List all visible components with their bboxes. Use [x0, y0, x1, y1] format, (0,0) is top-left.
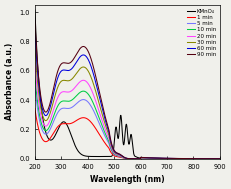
Line: 30 min: 30 min — [35, 46, 220, 159]
KMnO₄ — [219, 158, 221, 160]
Line: 60 min: 60 min — [35, 32, 220, 159]
10 min — [219, 158, 221, 160]
KMnO₄ — [112, 146, 115, 148]
90 min — [55, 76, 57, 79]
90 min — [104, 118, 107, 120]
KMnO₄ — [55, 133, 57, 135]
5 min — [139, 158, 142, 160]
60 min — [33, 30, 36, 33]
1 min — [66, 123, 68, 125]
1 min — [104, 143, 107, 145]
X-axis label: Wavelength (nm): Wavelength (nm) — [90, 175, 165, 184]
10 min — [66, 100, 68, 102]
10 min — [195, 157, 198, 160]
Line: 5 min: 5 min — [35, 86, 220, 159]
30 min — [104, 125, 107, 127]
30 min — [55, 91, 57, 94]
1 min — [112, 154, 115, 156]
5 min — [219, 158, 221, 160]
Line: 1 min: 1 min — [35, 108, 220, 159]
KMnO₄ — [66, 124, 68, 126]
Line: KMnO₄: KMnO₄ — [35, 10, 220, 159]
1 min — [33, 107, 36, 110]
60 min — [195, 157, 198, 160]
90 min — [66, 62, 68, 64]
60 min — [139, 158, 142, 160]
30 min — [112, 150, 115, 153]
5 min — [55, 115, 57, 117]
5 min — [215, 158, 218, 160]
30 min — [33, 45, 36, 47]
60 min — [55, 82, 57, 85]
90 min — [219, 158, 221, 160]
90 min — [33, 20, 36, 22]
20 min — [219, 158, 221, 160]
90 min — [112, 149, 115, 151]
10 min — [104, 134, 107, 136]
5 min — [66, 107, 68, 110]
20 min — [66, 91, 68, 93]
5 min — [195, 158, 198, 160]
KMnO₄ — [104, 155, 107, 158]
30 min — [215, 158, 218, 160]
Legend: KMnO₄, 1 min, 5 min, 10 min, 20 min, 30 min, 60 min, 90 min: KMnO₄, 1 min, 5 min, 10 min, 20 min, 30 … — [186, 8, 217, 58]
1 min — [219, 158, 221, 160]
90 min — [195, 157, 198, 160]
90 min — [215, 158, 218, 160]
5 min — [104, 137, 107, 139]
5 min — [112, 153, 115, 155]
30 min — [195, 157, 198, 160]
1 min — [55, 128, 57, 130]
30 min — [66, 80, 68, 82]
20 min — [195, 157, 198, 160]
1 min — [215, 158, 218, 160]
10 min — [33, 75, 36, 77]
60 min — [219, 158, 221, 160]
10 min — [55, 109, 57, 111]
20 min — [112, 151, 115, 154]
60 min — [215, 158, 218, 160]
60 min — [66, 69, 68, 72]
60 min — [112, 149, 115, 152]
5 min — [33, 85, 36, 87]
20 min — [33, 61, 36, 64]
10 min — [215, 158, 218, 160]
1 min — [139, 158, 142, 160]
20 min — [104, 130, 107, 132]
Line: 90 min: 90 min — [35, 21, 220, 159]
1 min — [195, 158, 198, 160]
10 min — [112, 152, 115, 154]
20 min — [215, 158, 218, 160]
20 min — [55, 101, 57, 103]
30 min — [139, 158, 142, 160]
20 min — [139, 158, 142, 160]
KMnO₄ — [215, 158, 218, 160]
Y-axis label: Absorbance (a.u.): Absorbance (a.u.) — [5, 43, 14, 120]
10 min — [139, 158, 142, 160]
KMnO₄ — [33, 9, 36, 11]
KMnO₄ — [195, 158, 198, 160]
Line: 20 min: 20 min — [35, 63, 220, 159]
90 min — [139, 158, 142, 160]
30 min — [219, 158, 221, 160]
60 min — [104, 121, 107, 123]
Line: 10 min: 10 min — [35, 76, 220, 159]
